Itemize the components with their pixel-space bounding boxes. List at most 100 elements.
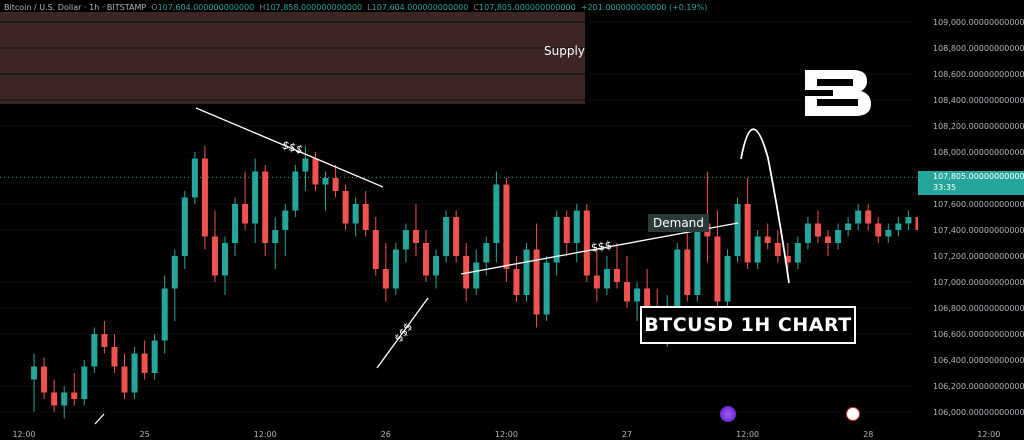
candle-body[interactable] [513, 269, 520, 295]
candle-body[interactable] [603, 269, 610, 289]
high-label: H [259, 3, 266, 12]
candle-body[interactable] [613, 269, 620, 282]
candle-body[interactable] [533, 249, 540, 315]
candle-body[interactable] [563, 217, 570, 243]
open-label: O [151, 3, 158, 12]
candle-body[interactable] [503, 184, 510, 270]
candle-body[interactable] [292, 171, 299, 211]
candle-body[interactable] [885, 230, 892, 237]
candle-body[interactable] [493, 184, 500, 244]
candle-body[interactable] [855, 210, 862, 224]
candle-body[interactable] [573, 210, 580, 244]
candle-body[interactable] [423, 243, 430, 276]
price-axis[interactable]: 109,000.000000000000 108,800.000000000000… [918, 0, 1024, 440]
candle-body[interactable] [312, 158, 319, 185]
candle-body[interactable] [362, 204, 369, 230]
flag-icon[interactable] [846, 407, 860, 421]
candle-body[interactable] [754, 236, 761, 263]
candle-body[interactable] [181, 197, 188, 257]
candle-body[interactable] [31, 366, 38, 380]
candle-body[interactable] [845, 223, 852, 231]
candle-body[interactable] [282, 210, 289, 231]
candle-body[interactable] [774, 243, 781, 256]
candle-body[interactable] [583, 210, 590, 276]
candle-body[interactable] [51, 392, 58, 406]
candle-body[interactable] [644, 288, 651, 309]
candle-body[interactable] [262, 171, 269, 244]
candle-body[interactable] [865, 210, 872, 224]
candle-body[interactable] [593, 275, 600, 289]
candle-body[interactable] [131, 353, 138, 393]
time-tick-label: 12:00 [736, 430, 759, 439]
candle-body[interactable] [201, 158, 208, 237]
candle-body[interactable] [714, 236, 721, 302]
liquidity-edge-trendline[interactable] [94, 413, 105, 425]
candle-body[interactable] [825, 236, 832, 244]
liquidity-top-trendline[interactable] [195, 107, 384, 188]
candle-body[interactable] [242, 204, 249, 224]
candle-body[interactable] [91, 334, 98, 367]
candle-body[interactable] [232, 204, 239, 243]
candle-body[interactable] [81, 366, 88, 400]
candle-body[interactable] [352, 204, 359, 224]
projection-curve[interactable] [740, 128, 790, 284]
candle-body[interactable] [61, 392, 68, 406]
time-axis[interactable]: 12:002512:002612:002712:002812:002912:00… [12, 430, 1024, 439]
candle-body[interactable] [814, 223, 821, 237]
candle-body[interactable] [41, 366, 48, 393]
candle-body[interactable] [141, 353, 148, 374]
price-tick-label: 106,600.000000000000 [933, 330, 1024, 339]
candle-body[interactable] [71, 392, 78, 400]
candle-body[interactable] [463, 256, 470, 289]
event-icon[interactable] [720, 406, 736, 422]
candle-body[interactable] [443, 217, 450, 256]
candle-body[interactable] [835, 230, 842, 243]
candle-body[interactable] [523, 249, 530, 296]
candle-body[interactable] [804, 223, 811, 244]
candle-body[interactable] [875, 223, 882, 237]
candle-body[interactable] [483, 243, 490, 263]
candle-body[interactable] [684, 249, 691, 296]
candle-body[interactable] [895, 223, 902, 231]
candle-body[interactable] [392, 249, 399, 289]
candle-body[interactable] [272, 230, 279, 243]
candle-body[interactable] [151, 340, 158, 374]
candle-body[interactable] [372, 230, 379, 269]
candle-body[interactable] [171, 256, 178, 289]
candle-body[interactable] [412, 230, 419, 243]
candle-body[interactable] [543, 262, 550, 315]
candle-body[interactable] [794, 243, 801, 263]
candle-body[interactable] [734, 204, 741, 256]
candle-body[interactable] [342, 191, 349, 224]
candle-body[interactable] [473, 262, 480, 289]
candle-body[interactable] [784, 256, 791, 263]
candle-body[interactable] [161, 288, 168, 341]
candle-body[interactable] [624, 282, 631, 302]
candle-body[interactable] [744, 204, 751, 263]
liquidity-left-trendline[interactable] [376, 297, 429, 369]
candle-body[interactable] [674, 249, 681, 309]
candle-body[interactable] [634, 288, 641, 302]
candle-body[interactable] [905, 217, 912, 224]
candle-body[interactable] [222, 243, 229, 276]
price-tick-label: 108,000.000000000000 [933, 148, 1024, 157]
candle-body[interactable] [191, 158, 198, 198]
candle-body[interactable] [252, 171, 259, 224]
candle-body[interactable] [332, 178, 339, 191]
candle-body[interactable] [121, 366, 128, 393]
chart-title-box: BTCUSD 1H CHART [640, 306, 856, 344]
candle-body[interactable] [402, 230, 409, 250]
candle-body[interactable] [302, 158, 309, 172]
candle-body[interactable] [724, 256, 731, 302]
candle-body[interactable] [322, 178, 329, 185]
candle-body[interactable] [211, 236, 218, 276]
candle-body[interactable] [433, 256, 440, 276]
candle-body[interactable] [764, 236, 771, 244]
candle-body[interactable] [111, 347, 118, 367]
candle-body[interactable] [382, 269, 389, 289]
candle-body[interactable] [553, 217, 560, 263]
candle-body[interactable] [694, 223, 701, 296]
candle-body[interactable] [101, 334, 108, 347]
candle-body[interactable] [453, 217, 460, 256]
